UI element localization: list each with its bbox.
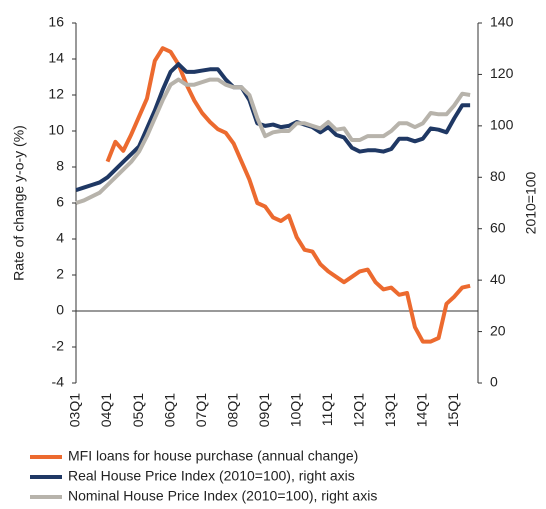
y-tick-label: 12	[48, 86, 64, 102]
y-tick-label: 2	[56, 266, 64, 282]
x-tick-label: 05Q1	[130, 393, 146, 427]
y-tick-label: 4	[56, 230, 64, 246]
y2-axis-title: 2010=100	[523, 171, 539, 234]
x-tick-label: 06Q1	[161, 393, 177, 427]
x-tick-label: 11Q1	[319, 393, 335, 426]
y-tick-label: 16	[48, 14, 64, 30]
y2-tick-label: 0	[490, 374, 498, 390]
y-tick-label: 0	[56, 302, 64, 318]
x-tick-label: 09Q1	[256, 393, 272, 427]
series-line	[75, 77, 471, 205]
legend-label: Real House Price Index (2010=100), right…	[68, 468, 355, 484]
x-tick-label: 08Q1	[224, 393, 240, 427]
x-tick-label: 12Q1	[350, 393, 366, 427]
legend-label: MFI loans for house purchase (annual cha…	[68, 448, 358, 464]
y-tick-label: 6	[56, 194, 64, 210]
y-axis-title: Rate of change y-o-y (%)	[11, 125, 27, 281]
legend-label: Nominal House Price Index (2010=100), ri…	[68, 488, 377, 504]
x-tick-label: 14Q1	[414, 393, 430, 427]
y2-tick-label: 20	[490, 322, 506, 338]
y2-tick-label: 60	[490, 219, 506, 235]
y2-tick-label: 100	[490, 117, 514, 133]
x-tick-label: 07Q1	[193, 393, 209, 427]
series-line	[105, 46, 471, 344]
y2-tick-label: 140	[490, 14, 514, 30]
y-tick-label: 8	[56, 158, 64, 174]
y2-tick-label: 40	[490, 271, 506, 287]
y-tick-label: -2	[52, 338, 65, 354]
y-tick-label: 14	[48, 50, 64, 66]
x-tick-label: 04Q1	[98, 393, 114, 427]
x-tick-label: 13Q1	[382, 393, 398, 427]
y2-tick-label: 80	[490, 168, 506, 184]
y-tick-label: -4	[52, 374, 65, 390]
x-tick-label: 03Q1	[67, 393, 83, 427]
y-tick-label: 10	[48, 122, 64, 138]
x-tick-label: 15Q1	[445, 393, 461, 427]
series-line	[75, 62, 471, 193]
x-tick-label: 10Q1	[287, 393, 303, 427]
y2-tick-label: 120	[490, 65, 514, 81]
